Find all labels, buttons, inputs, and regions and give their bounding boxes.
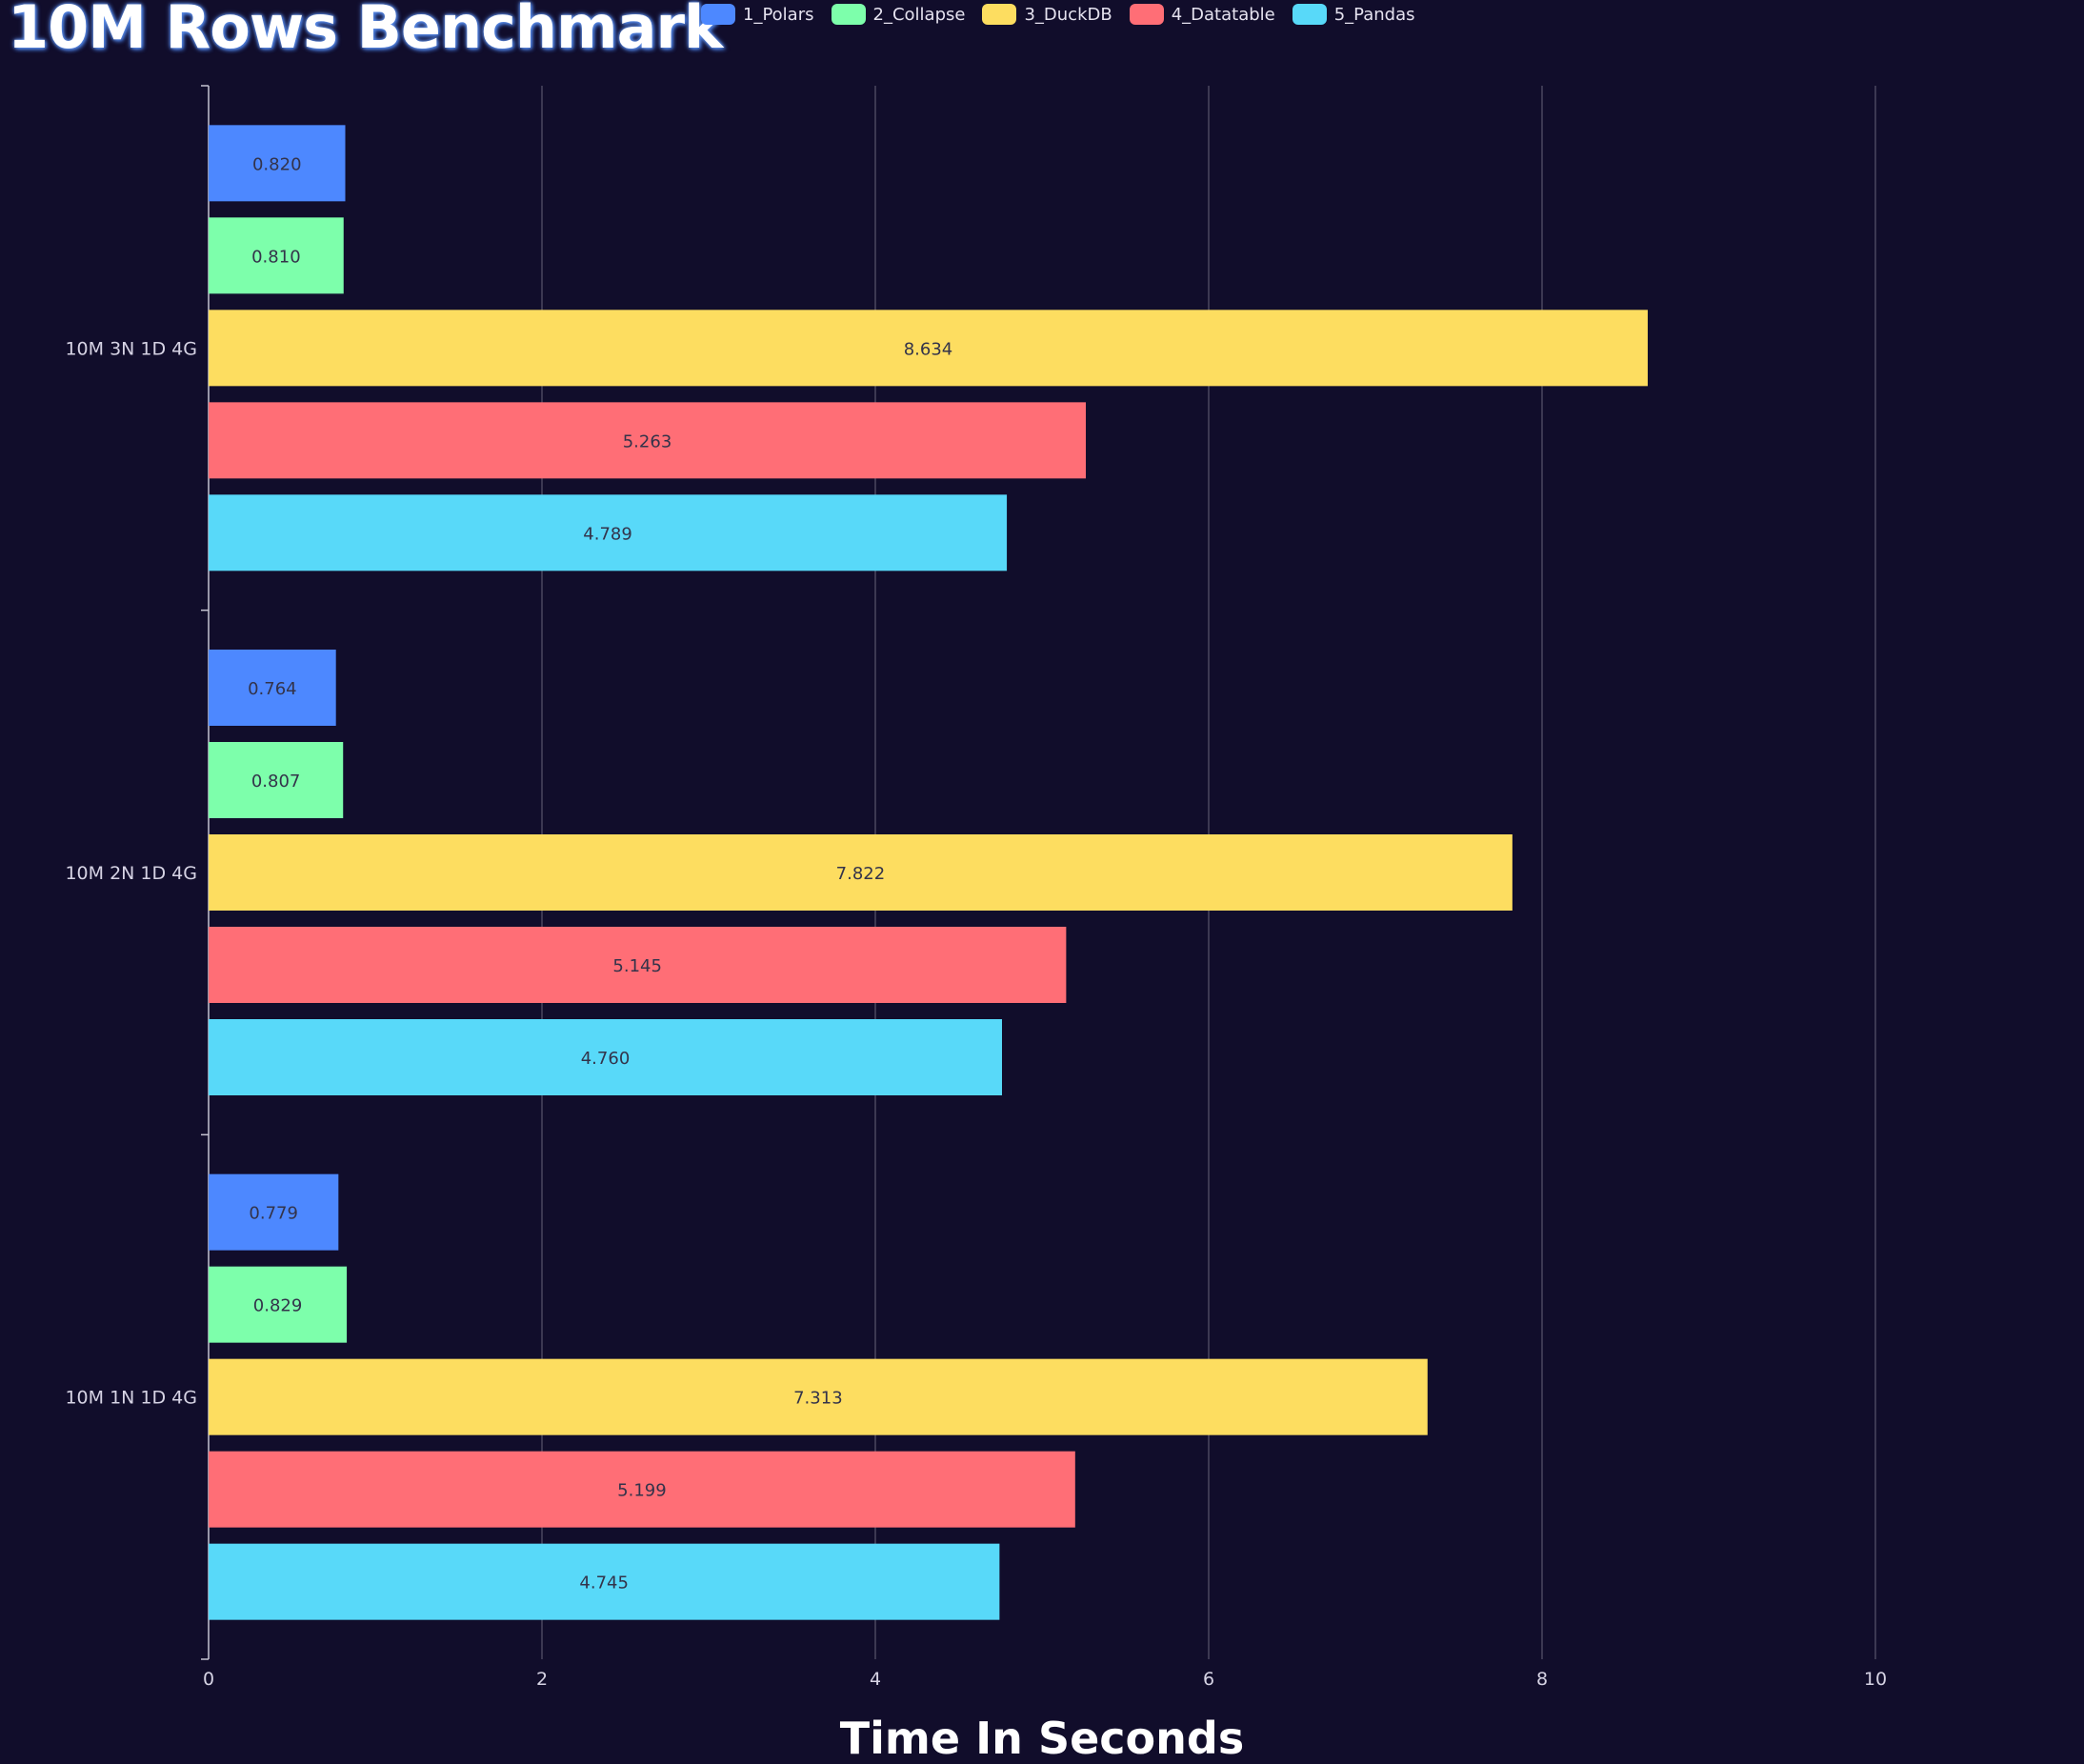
legend-label: 4_Datatable [1171, 4, 1275, 25]
bar-value-label: 4.789 [583, 524, 632, 544]
bar-1-polars[interactable] [209, 1173, 339, 1251]
x-tick-label: 2 [536, 1669, 548, 1690]
legend-label: 1_Polars [743, 4, 814, 25]
bar-5-pandas[interactable] [209, 1019, 1002, 1095]
bar-value-label: 0.807 [251, 772, 301, 792]
x-tick-label: 6 [1203, 1669, 1214, 1690]
bar-value-label: 7.822 [836, 864, 886, 884]
x-tick-label: 8 [1536, 1669, 1548, 1690]
bar-1-polars[interactable] [209, 125, 346, 202]
legend-swatch [1292, 4, 1327, 25]
legend-swatch [982, 4, 1017, 25]
bar-5-pandas[interactable] [209, 494, 1008, 571]
bar-value-label: 0.829 [253, 1296, 303, 1316]
x-tick-label: 0 [203, 1669, 214, 1690]
legend-item-4[interactable]: 4_Datatable [1129, 4, 1275, 25]
legend: 1_Polars 2_Collapse 3_DuckDB 4_Datatable 5_P… [701, 4, 1415, 25]
bar-value-label: 0.764 [248, 679, 297, 699]
bar-2-collapse[interactable] [209, 742, 344, 818]
legend-label: 5_Pandas [1333, 4, 1415, 25]
bar-3-duckdb[interactable] [209, 834, 1513, 911]
bar-value-label: 5.145 [612, 956, 662, 976]
chart-title: 10M Rows Benchmark [8, 0, 723, 62]
x-tick-label: 4 [870, 1669, 881, 1690]
bar-value-label: 5.199 [617, 1481, 667, 1501]
legend-item-1[interactable]: 1_Polars [701, 4, 814, 25]
legend-label: 2_Collapse [872, 4, 966, 25]
bar-value-label: 0.779 [249, 1204, 298, 1224]
legend-swatch [1129, 4, 1164, 25]
bar-value-label: 0.820 [252, 154, 302, 174]
bar-value-label: 8.634 [904, 339, 953, 359]
x-tick-label: 10 [1864, 1669, 1887, 1690]
bar-4-datatable[interactable] [209, 927, 1067, 1003]
x-axis-title: Time In Seconds [839, 1713, 1245, 1764]
legend-item-3[interactable]: 3_DuckDB [982, 4, 1112, 25]
category-label: 10M 2N 1D 4G [65, 863, 197, 884]
bar-3-duckdb[interactable] [209, 1358, 1428, 1435]
legend-item-5[interactable]: 5_Pandas [1292, 4, 1415, 25]
bar-value-label: 7.313 [793, 1389, 843, 1409]
bar-value-label: 4.760 [581, 1049, 631, 1069]
bar-4-datatable[interactable] [209, 1451, 1075, 1528]
bar-3-duckdb[interactable] [209, 310, 1648, 387]
category-label: 10M 1N 1D 4G [65, 1388, 197, 1409]
bar-value-label: 5.263 [623, 431, 672, 451]
category-label: 10M 3N 1D 4G [65, 338, 197, 359]
legend-item-2[interactable]: 2_Collapse [831, 4, 966, 25]
bar-2-collapse[interactable] [209, 1266, 348, 1343]
legend-swatch [831, 4, 866, 25]
bar-value-label: 4.745 [579, 1574, 629, 1594]
bar-4-datatable[interactable] [209, 402, 1087, 479]
bar-2-collapse[interactable] [209, 217, 344, 294]
legend-swatch [701, 4, 735, 25]
bar-1-polars[interactable] [209, 650, 336, 726]
bar-5-pandas[interactable] [209, 1543, 1000, 1620]
bar-value-label: 0.810 [251, 247, 301, 267]
legend-label: 3_DuckDB [1024, 4, 1112, 25]
